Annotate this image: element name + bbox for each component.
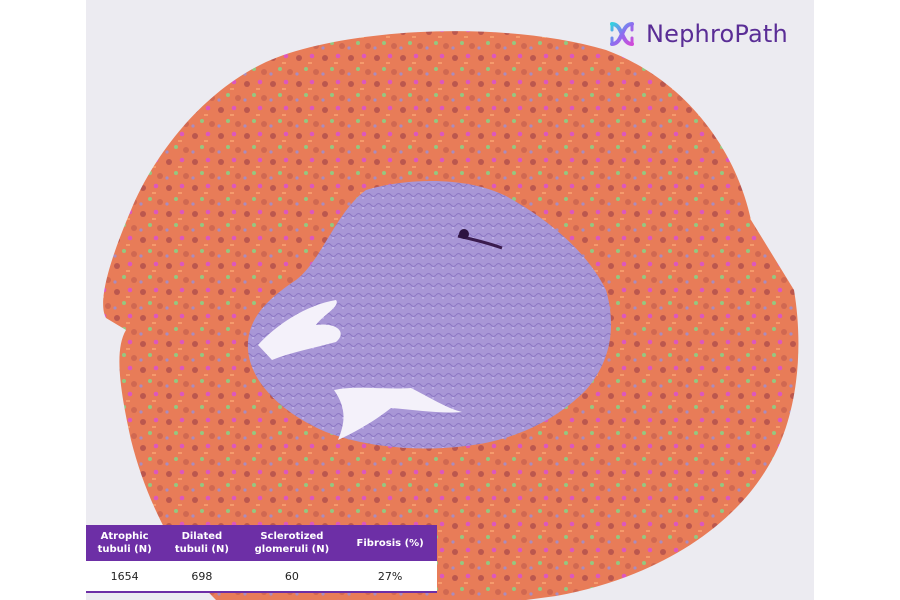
kidney-slide-image	[86, 0, 814, 600]
value-atrophic-tubuli: 1654	[86, 561, 164, 593]
header-sclerotized-glomeruli: Sclerotized glomeruli (N)	[240, 525, 344, 561]
value-sclerotized-glomeruli: 60	[240, 561, 344, 593]
metrics-value-row: 1654 698 60 27%	[86, 561, 437, 593]
header-dilated-tubuli: Dilated tubuli (N)	[163, 525, 241, 561]
nephropath-brand: NephroPath	[606, 14, 788, 54]
interlocking-x-logo-icon	[610, 22, 634, 46]
value-dilated-tubuli: 698	[163, 561, 241, 593]
medulla-region	[247, 180, 612, 449]
renal-pelvis	[258, 300, 341, 360]
metrics-header-row: Atrophic tubuli (N) Dilated tubuli (N) S…	[86, 525, 437, 561]
kidney-section-graphic	[103, 31, 799, 600]
header-atrophic-tubuli: Atrophic tubuli (N)	[86, 525, 164, 561]
renal-pelvis-lower	[334, 387, 462, 440]
value-fibrosis: 27%	[343, 561, 437, 593]
vessel-lumen	[459, 229, 469, 239]
metrics-table: Atrophic tubuli (N) Dilated tubuli (N) S…	[86, 525, 437, 593]
header-fibrosis: Fibrosis (%)	[343, 525, 437, 561]
brand-name: NephroPath	[646, 20, 788, 48]
